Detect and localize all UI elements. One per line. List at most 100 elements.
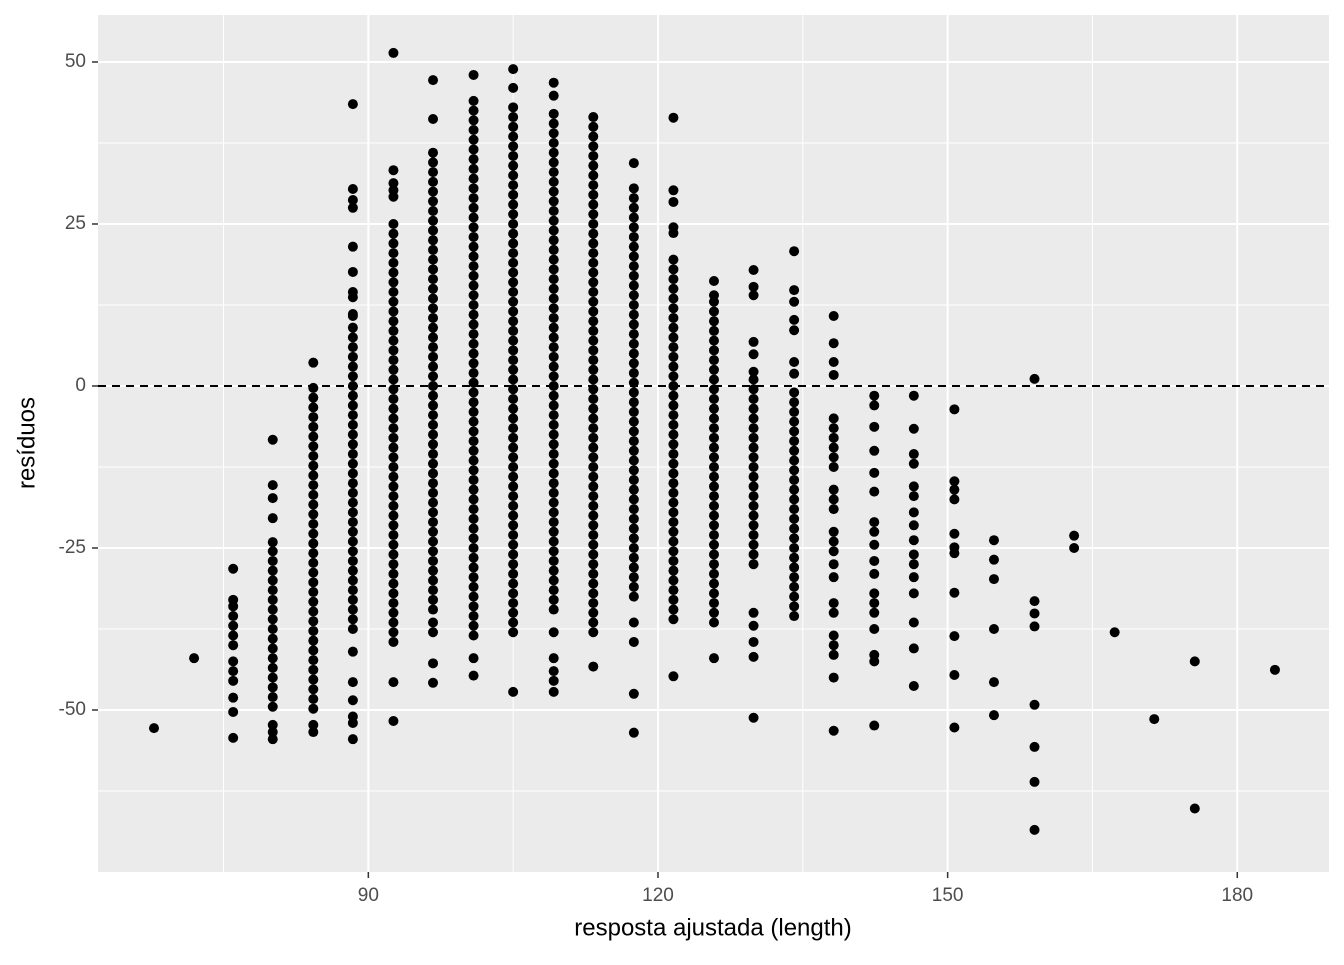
point xyxy=(228,601,239,612)
point xyxy=(267,662,278,673)
point xyxy=(1069,542,1080,553)
point xyxy=(708,296,719,307)
point xyxy=(628,299,639,310)
point xyxy=(668,526,679,537)
point xyxy=(548,312,559,323)
point xyxy=(468,299,479,310)
point xyxy=(548,371,559,382)
point xyxy=(908,588,919,599)
point xyxy=(628,329,639,340)
point xyxy=(548,283,559,294)
point xyxy=(908,681,919,692)
point xyxy=(508,423,519,434)
point xyxy=(668,565,679,576)
point xyxy=(548,507,559,518)
point xyxy=(468,212,479,223)
point xyxy=(708,549,719,560)
point xyxy=(388,228,399,239)
point xyxy=(588,520,599,531)
point xyxy=(468,309,479,320)
point xyxy=(988,710,999,721)
point xyxy=(468,406,479,417)
point xyxy=(828,338,839,349)
point xyxy=(468,251,479,262)
point xyxy=(828,649,839,660)
point xyxy=(748,636,759,647)
point xyxy=(508,131,519,142)
point xyxy=(468,387,479,398)
point xyxy=(588,218,599,229)
point xyxy=(668,517,679,528)
y-tick-label: -50 xyxy=(59,699,86,720)
point xyxy=(748,461,759,472)
point xyxy=(949,587,960,598)
point xyxy=(828,630,839,641)
point xyxy=(668,671,679,682)
point xyxy=(588,121,599,132)
point xyxy=(267,537,278,548)
point xyxy=(508,686,519,697)
point xyxy=(428,215,439,226)
point xyxy=(828,536,839,547)
point xyxy=(668,439,679,450)
point xyxy=(428,235,439,246)
point xyxy=(588,345,599,356)
point xyxy=(668,312,679,323)
point xyxy=(708,432,719,443)
point xyxy=(228,732,239,743)
point xyxy=(588,112,599,123)
point xyxy=(308,480,319,491)
point xyxy=(588,598,599,609)
point xyxy=(468,125,479,136)
point xyxy=(228,692,239,703)
point xyxy=(1029,608,1040,619)
point xyxy=(347,734,358,745)
point xyxy=(708,316,719,327)
point xyxy=(548,186,559,197)
y-tick-label: -25 xyxy=(59,537,86,558)
point xyxy=(668,371,679,382)
point xyxy=(308,645,319,656)
point xyxy=(428,244,439,255)
point xyxy=(869,445,880,456)
point xyxy=(468,95,479,106)
point xyxy=(588,296,599,307)
point xyxy=(548,546,559,557)
point xyxy=(789,474,800,485)
point xyxy=(628,280,639,291)
point xyxy=(347,604,358,615)
point xyxy=(347,517,358,528)
point xyxy=(1029,699,1040,710)
point xyxy=(588,267,599,278)
point xyxy=(347,526,358,537)
point xyxy=(548,322,559,333)
point xyxy=(308,538,319,549)
point xyxy=(748,281,759,292)
point xyxy=(468,533,479,544)
point xyxy=(508,491,519,502)
point xyxy=(267,565,278,576)
point xyxy=(668,419,679,430)
point xyxy=(588,403,599,414)
point xyxy=(508,160,519,171)
point xyxy=(1029,621,1040,632)
point xyxy=(708,413,719,424)
point xyxy=(508,393,519,404)
point xyxy=(628,513,639,524)
point xyxy=(668,351,679,362)
point xyxy=(789,357,800,368)
point xyxy=(267,614,278,625)
point xyxy=(428,546,439,557)
point xyxy=(668,575,679,586)
point xyxy=(588,257,599,268)
point xyxy=(628,572,639,583)
point xyxy=(468,474,479,485)
point xyxy=(388,617,399,628)
point xyxy=(388,510,399,521)
point xyxy=(428,332,439,343)
point xyxy=(628,406,639,417)
point xyxy=(428,575,439,586)
point xyxy=(708,568,719,579)
point xyxy=(628,727,639,738)
point xyxy=(468,465,479,476)
